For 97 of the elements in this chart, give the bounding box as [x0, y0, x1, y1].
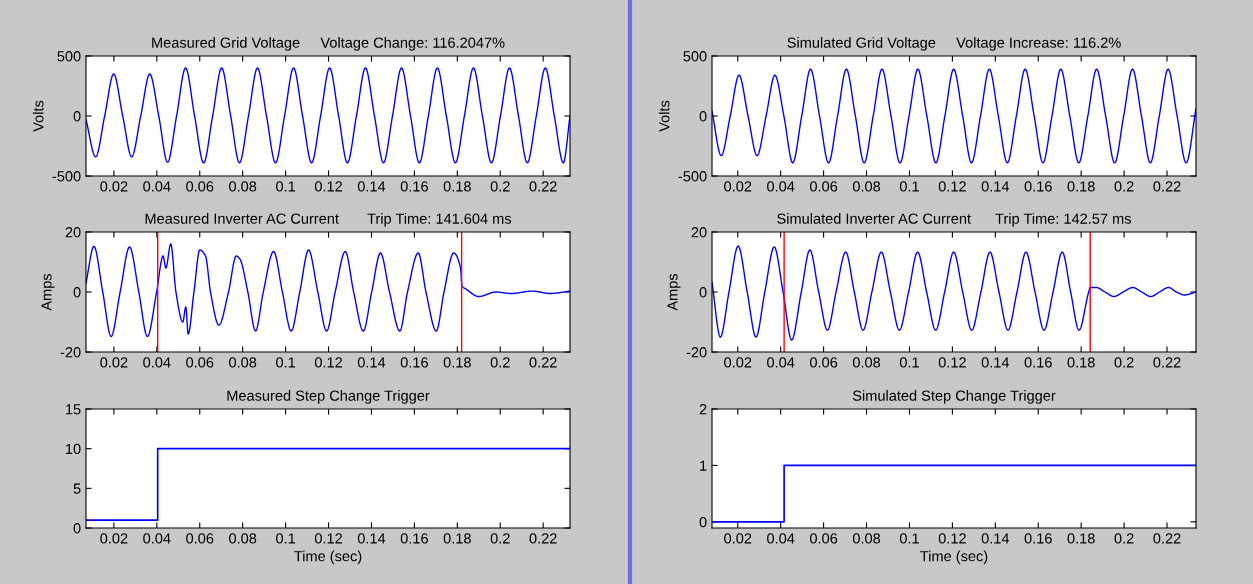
x-tick-label: 0.02: [724, 181, 752, 192]
x-tick-label: 0.04: [143, 357, 171, 368]
x-tick-label: 0.16: [1024, 181, 1052, 192]
x-tick-label: 0.18: [443, 181, 471, 192]
y-tick-label: -500: [52, 171, 81, 182]
y-tick-label: 20: [691, 227, 707, 238]
x-tick-label: 0.12: [938, 181, 966, 192]
x-tick-label: 0.02: [724, 533, 752, 544]
x-tick-label: 0.1: [276, 533, 296, 544]
x-tick-label: 0.06: [186, 357, 214, 368]
x-tick-label: 0.16: [400, 533, 428, 544]
x-tick-label: 0.04: [143, 181, 171, 192]
x-tick-label: 0.12: [938, 357, 966, 368]
x-tick-label: 0.04: [767, 533, 795, 544]
y-axis-title: Volts: [32, 100, 44, 132]
x-tick-label: 0.1: [276, 181, 296, 192]
x-tick-label: 0.12: [938, 533, 966, 544]
chart-title: Measured Grid Voltage Voltage Change: 116.2047%: [152, 37, 505, 51]
x-tick-label: 0.16: [1024, 533, 1052, 544]
x-tick-label: 0.14: [357, 357, 386, 368]
y-tick-label: 0: [73, 523, 81, 534]
x-tick-label: 0.02: [724, 357, 752, 368]
x-tick-label: 0.14: [357, 181, 386, 192]
x-tick-label: 0.02: [100, 357, 128, 368]
x-tick-label: 0.12: [314, 181, 342, 192]
x-tick-label: 0.18: [443, 357, 471, 368]
x-tick-label: 0.2: [1114, 533, 1134, 544]
x-tick-label: 0.1: [899, 357, 919, 368]
x-tick-label: 0.14: [981, 181, 1010, 192]
y-axis-title: Volts: [658, 100, 670, 132]
x-tick-label: 0.08: [852, 533, 881, 544]
x-tick-label: 0.04: [767, 357, 795, 368]
y-tick-label: 1: [700, 460, 707, 471]
x-tick-label: 0.14: [357, 533, 386, 544]
y-tick-label: 0: [73, 287, 81, 298]
x-tick-label: 0.22: [529, 357, 557, 368]
y-tick-label: -20: [60, 347, 81, 358]
y-tick-label: 20: [65, 227, 81, 238]
x-tick-label: 0.2: [490, 181, 510, 192]
y-tick-label: -20: [686, 347, 707, 358]
y-tick-label: 10: [66, 443, 81, 455]
x-tick-label: 0.08: [852, 181, 881, 192]
x-tick-label: 0.06: [186, 533, 214, 544]
x-tick-label: 0.1: [899, 181, 919, 192]
y-tick-label: 0: [699, 111, 707, 122]
x-tick-label: 0.02: [100, 533, 128, 544]
x-tick-label: 0.18: [443, 533, 471, 544]
y-tick-label: -500: [678, 171, 707, 182]
x-tick-label: 0.06: [809, 357, 838, 368]
x-tick-label: 0.14: [981, 357, 1010, 368]
x-tick-label: 0.04: [143, 533, 171, 544]
x-tick-label: 0.08: [229, 357, 257, 368]
y-tick-label: 15: [66, 404, 81, 415]
x-tick-label: 0.08: [852, 357, 881, 368]
x-tick-label: 0.22: [1153, 181, 1181, 192]
x-tick-label: 0.2: [490, 357, 510, 368]
x-tick-label: 0.18: [1067, 533, 1095, 544]
x-tick-label: 0.14: [981, 533, 1010, 544]
x-tick-label: 0.06: [186, 181, 214, 192]
x-tick-label: 0.08: [229, 533, 257, 544]
x-tick-label: 0.12: [314, 533, 342, 544]
x-tick-label: 0.12: [314, 357, 342, 368]
y-tick-label: 2: [699, 404, 707, 415]
x-tick-label: 0.1: [899, 533, 919, 544]
x-tick-label: 0.2: [490, 533, 510, 544]
x-tick-label: 0.06: [809, 181, 838, 192]
y-tick-label: 0: [699, 516, 707, 528]
x-tick-label: 0.22: [529, 533, 557, 544]
x-tick-label: 0.22: [1153, 357, 1181, 368]
x-tick-label: 0.02: [100, 181, 128, 192]
chart-title: Simulated Inverter AC Current Trip Time: 142.57 ms: [777, 213, 1131, 227]
x-tick-label: 0.1: [276, 357, 296, 368]
y-tick-label: 0: [699, 287, 707, 298]
x-tick-label: 0.2: [1114, 357, 1134, 368]
x-tick-label: 0.16: [400, 357, 428, 368]
y-tick-label: 500: [57, 51, 81, 62]
x-tick-label: 0.16: [400, 181, 428, 192]
x-tick-label: 0.04: [767, 181, 795, 192]
x-tick-label: 0.16: [1024, 357, 1052, 368]
y-tick-label: 5: [73, 483, 81, 494]
y-tick-label: 500: [683, 51, 707, 62]
x-axis-title: Time (sec): [920, 550, 988, 565]
x-tick-label: 0.22: [1153, 533, 1181, 544]
chart-title: Measured Inverter AC Current Trip Time: 141.604 ms: [145, 213, 512, 227]
x-tick-label: 0.18: [1067, 181, 1095, 192]
x-tick-label: 0.2: [1114, 181, 1134, 192]
x-tick-label: 0.22: [529, 181, 557, 192]
y-axis-title: Amps: [41, 273, 55, 311]
x-axis-title: Time (sec): [294, 550, 362, 565]
chart-title: Simulated Step Change Trigger: [852, 390, 1056, 404]
chart-title: Simulated Grid Voltage Voltage Increase: 116.2%: [787, 37, 1121, 51]
x-tick-label: 0.18: [1067, 357, 1095, 368]
chart-title: Measured Step Change Trigger: [227, 390, 430, 404]
x-tick-label: 0.06: [809, 533, 838, 544]
x-tick-label: 0.08: [229, 181, 257, 192]
y-tick-label: 0: [73, 111, 81, 122]
y-axis-title: Amps: [667, 273, 681, 311]
